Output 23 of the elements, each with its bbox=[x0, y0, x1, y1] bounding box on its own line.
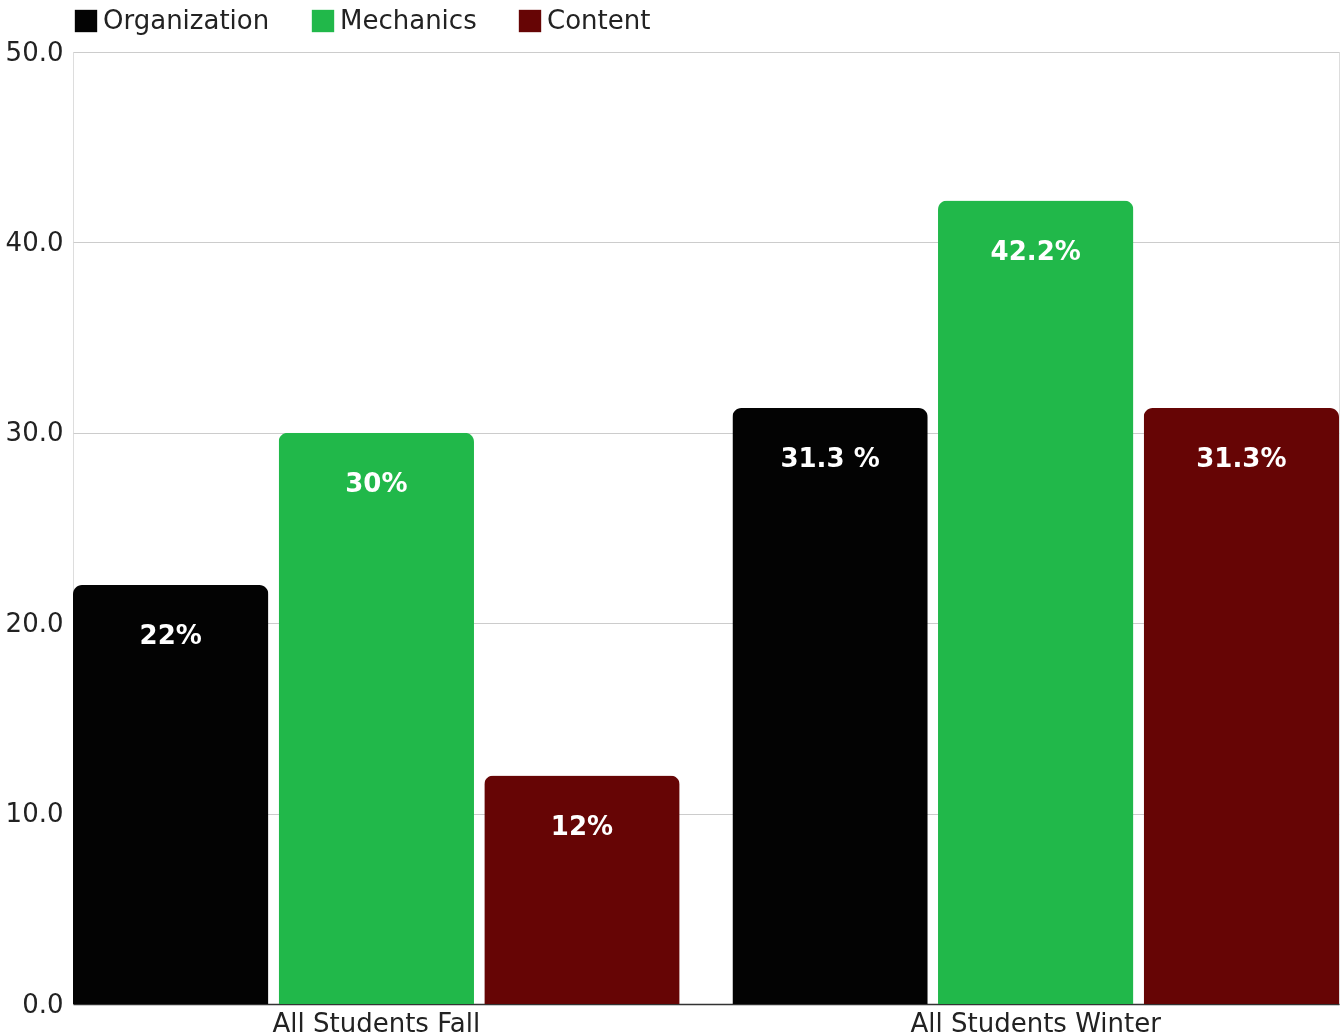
legend-label: Mechanics bbox=[340, 5, 477, 35]
data-label: 22% bbox=[139, 620, 202, 651]
data-label: 30% bbox=[345, 467, 408, 498]
y-tick-label: 40.0 bbox=[5, 226, 64, 257]
y-tick-label: 50.0 bbox=[5, 36, 64, 67]
bar bbox=[938, 200, 1134, 1004]
bar bbox=[484, 775, 680, 1004]
data-label: 12% bbox=[550, 810, 614, 841]
y-tick-label: 20.0 bbox=[5, 607, 64, 638]
y-tick-label: 30.0 bbox=[5, 417, 64, 448]
bar bbox=[732, 408, 928, 1004]
data-label: 31.3 % bbox=[780, 443, 880, 474]
x-tick-label: All Students Fall bbox=[272, 1007, 481, 1036]
x-tick-label: All Students Winter bbox=[910, 1007, 1162, 1036]
bar bbox=[73, 585, 269, 1004]
legend-label: Content bbox=[547, 5, 651, 35]
y-tick-label: 0.0 bbox=[22, 988, 64, 1019]
data-label: 42.2% bbox=[990, 235, 1081, 266]
bar bbox=[1143, 408, 1339, 1004]
bar bbox=[278, 432, 474, 1004]
data-label: 31.3% bbox=[1196, 443, 1287, 474]
y-tick-label: 10.0 bbox=[5, 798, 64, 829]
legend-label: Organization bbox=[103, 5, 270, 35]
